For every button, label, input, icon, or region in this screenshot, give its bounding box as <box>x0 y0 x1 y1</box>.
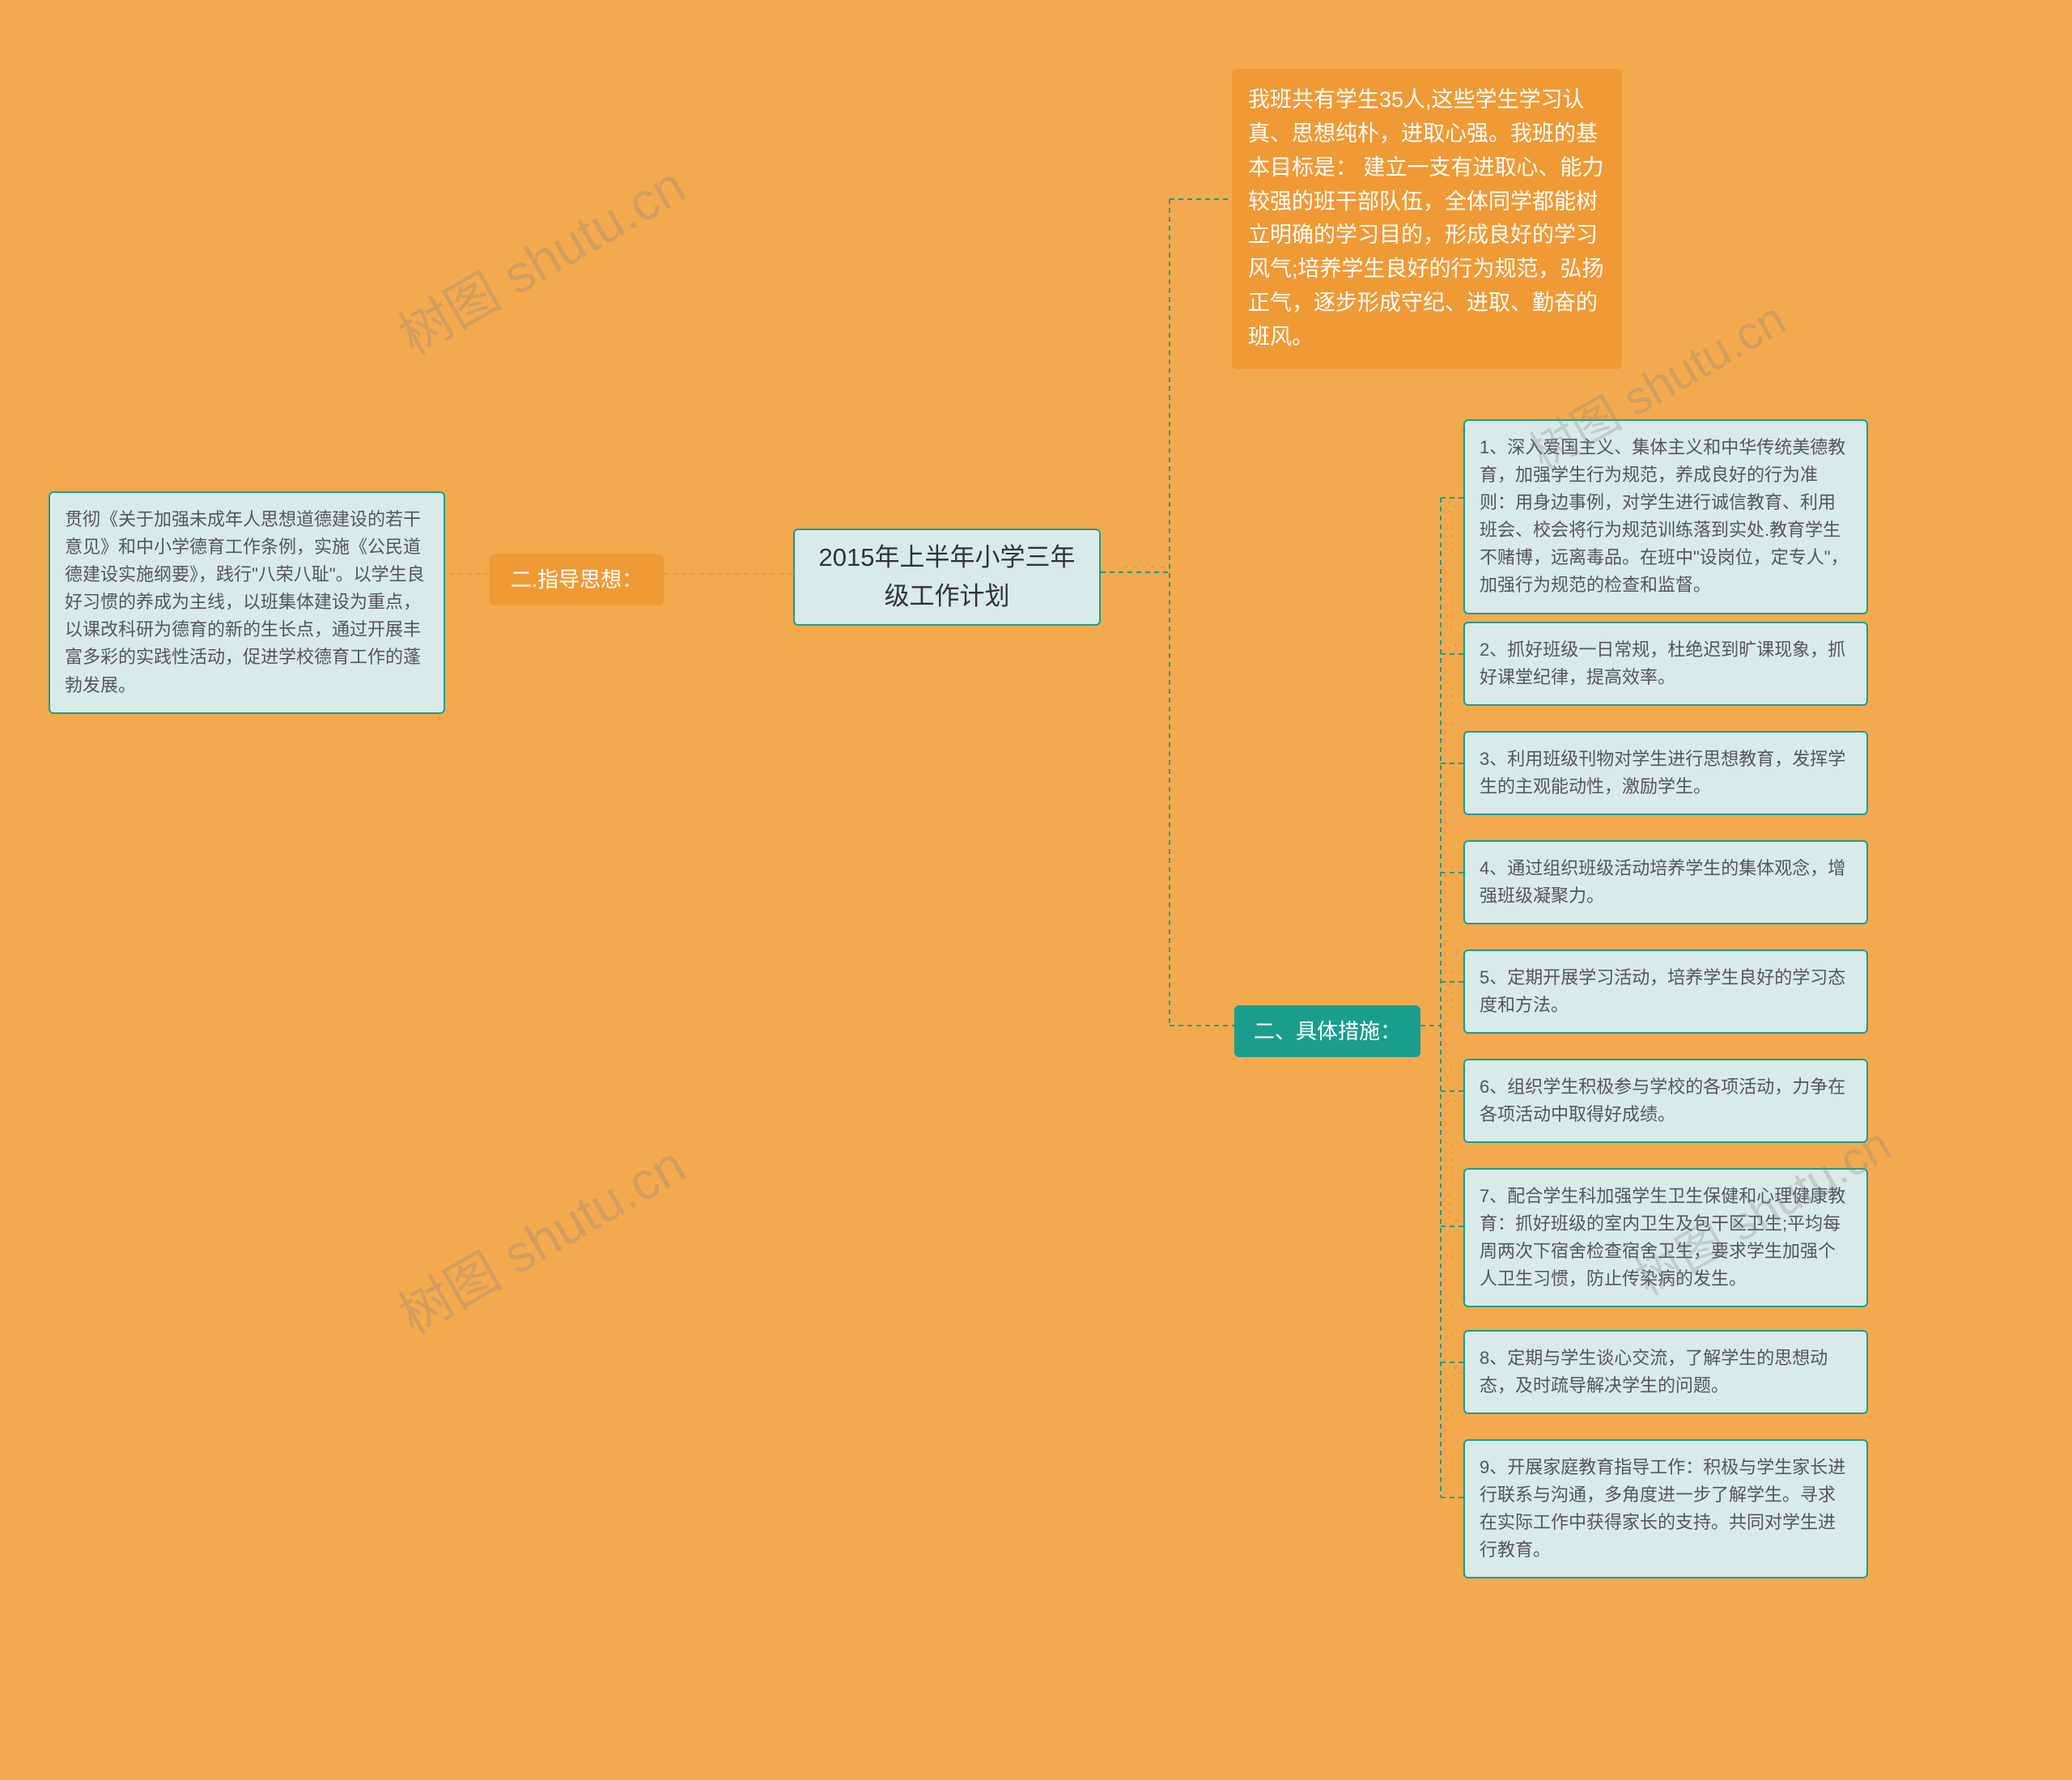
root-text: 2015年上半年小学三年级工作计划 <box>811 538 1083 616</box>
right-branch2-leaf-9: 9、开展家庭教育指导工作：积极与学生家长进行联系与沟通，多角度进一步了解学生。寻… <box>1463 1439 1868 1578</box>
right-branch2-leaf-text-6: 6、组织学生积极参与学校的各项活动，力争在各项活动中取得好成绩。 <box>1480 1077 1845 1124</box>
right-branch2-leaf-3: 3、利用班级刊物对学生进行思想教育，发挥学生的主观能动性，激励学生。 <box>1463 731 1868 815</box>
left-branch-text: 二.指导思想： <box>511 563 643 596</box>
right-branch2-leaf-5: 5、定期开展学习活动，培养学生良好的学习态度和方法。 <box>1463 949 1868 1034</box>
right-branch2-leaf-6: 6、组织学生积极参与学校的各项活动，力争在各项活动中取得好成绩。 <box>1463 1059 1868 1143</box>
right-branch2-text: 二、具体措施： <box>1254 1015 1401 1047</box>
right-branch2-label: 二、具体措施： <box>1234 1005 1420 1057</box>
right-branch2-leaf-2: 2、抓好班级一日常规，杜绝迟到旷课现象，抓好课堂纪律，提高效率。 <box>1463 622 1868 706</box>
left-branch-label: 二.指导思想： <box>490 554 664 605</box>
right-branch2-leaf-text-8: 8、定期与学生谈心交流，了解学生的思想动态，及时疏导解决学生的问题。 <box>1480 1348 1828 1396</box>
left-leaf-text: 贯彻《关于加强未成年人思想道德建设的若干意见》和中小学德育工作条例，实施《公民道… <box>65 509 425 695</box>
right-branch2-leaf-text-1: 1、深入爱国主义、集体主义和中华传统美德教育，加强学生行为规范，养成良好的行为准… <box>1480 437 1849 595</box>
right-branch2-leaf-text-2: 2、抓好班级一日常规，杜绝迟到旷课现象，抓好课堂纪律，提高效率。 <box>1480 639 1845 687</box>
root-node: 2015年上半年小学三年级工作计划 <box>793 529 1101 626</box>
right-branch2-leaf-8: 8、定期与学生谈心交流，了解学生的思想动态，及时疏导解决学生的问题。 <box>1463 1330 1868 1414</box>
right-branch2-leaf-text-9: 9、开展家庭教育指导工作：积极与学生家长进行联系与沟通，多角度进一步了解学生。寻… <box>1480 1457 1845 1560</box>
left-branch-leaf: 贯彻《关于加强未成年人思想道德建设的若干意见》和中小学德育工作条例，实施《公民道… <box>49 491 445 714</box>
right-branch1-leaf: 我班共有学生35人,这些学生学习认真、思想纯朴，进取心强。我班的基本目标是： 建… <box>1232 69 1622 369</box>
right-branch2-leaf-1: 1、深入爱国主义、集体主义和中华传统美德教育，加强学生行为规范，养成良好的行为准… <box>1463 419 1868 614</box>
right-branch2-leaf-text-7: 7、配合学生科加强学生卫生保健和心理健康教育：抓好班级的室内卫生及包干区卫生;平… <box>1480 1186 1845 1289</box>
right-branch2-leaf-7: 7、配合学生科加强学生卫生保健和心理健康教育：抓好班级的室内卫生及包干区卫生;平… <box>1463 1168 1868 1307</box>
right-branch2-leaf-4: 4、通过组织班级活动培养学生的集体观念，增强班级凝聚力。 <box>1463 840 1868 924</box>
right-branch2-leaf-text-3: 3、利用班级刊物对学生进行思想教育，发挥学生的主观能动性，激励学生。 <box>1480 749 1845 797</box>
right-branch2-leaf-text-5: 5、定期开展学习活动，培养学生良好的学习态度和方法。 <box>1480 967 1845 1015</box>
right-branch2-leaf-text-4: 4、通过组织班级活动培养学生的集体观念，增强班级凝聚力。 <box>1480 858 1845 906</box>
right-branch1-leaf-text: 我班共有学生35人,这些学生学习认真、思想纯朴，进取心强。我班的基本目标是： 建… <box>1248 87 1604 349</box>
